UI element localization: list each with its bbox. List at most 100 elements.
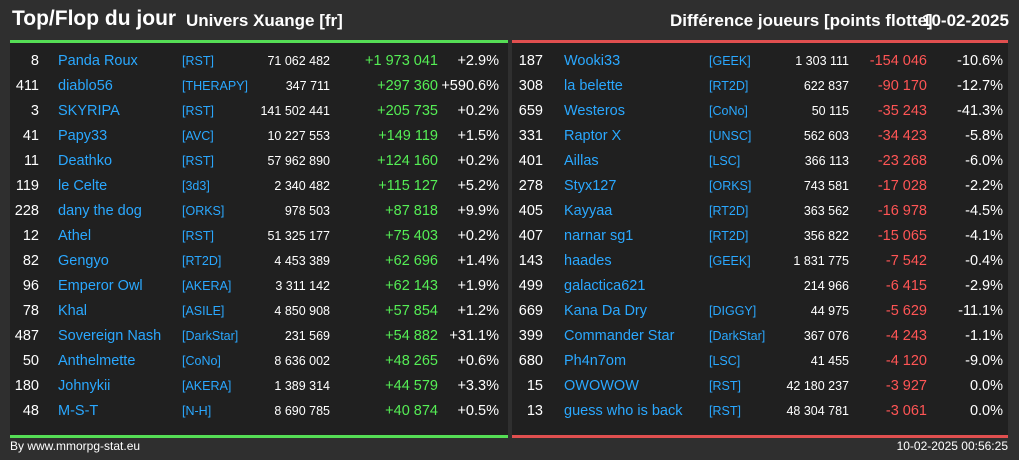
player-name-link[interactable]: Emperor Owl [58,278,143,294]
player-name-link[interactable]: Styx127 [564,178,617,194]
guild-tag-link[interactable]: [ORKS] [709,179,752,193]
percent-cell: -11.1% [958,303,1003,319]
guild-tag-link[interactable]: [CoNo] [182,354,221,368]
player-name-link[interactable]: M-S-T [58,403,99,419]
rank-cell: 487 [14,328,39,344]
rank-cell: 8 [30,53,39,69]
percent-cell: -2.9% [965,278,1003,294]
guild-tag-link[interactable]: [ORKS] [182,204,225,218]
table-row: 487 Sovereign Nash [DarkStar] 231 569 +54 88… [10,324,508,349]
player-name-link[interactable]: Khal [58,303,88,319]
player-name-link[interactable]: Johnykii [58,378,111,394]
player-name-link[interactable]: Commander Star [564,328,675,344]
player-name-link[interactable]: Anthelmette [58,353,136,369]
percent-cell: +9.9% [457,203,499,219]
table-row: 78 Khal [ASILE] 4 850 908 +57 854 +1.2% [10,299,508,324]
player-name-link[interactable]: Kayyaa [564,203,613,219]
percent-cell: -12.7% [957,78,1003,94]
guild-tag-link[interactable]: [LSC] [709,354,741,368]
guild-tag-link[interactable]: [RST] [182,229,214,243]
table-row: 405 Kayyaa [RT2D] 363 562 -16 978 -4.5% [512,199,1008,224]
guild-tag-link[interactable]: [DarkStar] [709,329,766,343]
guild-tag-link[interactable]: [UNSC] [709,129,752,143]
player-name-link[interactable]: la belette [564,78,623,94]
guild-tag-link[interactable]: [GEEK] [709,254,751,268]
guild-tag-link[interactable]: [RST] [182,104,214,118]
guild-tag-link[interactable]: [N-H] [182,404,212,418]
table-row: 82 Gengyo [RT2D] 4 453 389 +62 696 +1.4% [10,249,508,274]
guild-tag-link[interactable]: [RST] [709,404,741,418]
table-row: 331 Raptor X [UNSC] 562 603 -34 423 -5.8% [512,124,1008,149]
guild-tag-link[interactable]: [RT2D] [709,79,749,93]
player-name-link[interactable]: Kana Da Dry [564,303,648,319]
guild-tag-link[interactable]: [RST] [182,54,214,68]
flop-panel: 187 Wooki33 [GEEK] 1 303 111 -154 046 -10.6% 3… [512,40,1008,438]
guild-tag-link[interactable]: [RST] [709,379,741,393]
player-name-link[interactable]: le Celte [58,178,108,194]
points-cell: 347 711 [285,79,330,93]
diff-cell: +44 579 [385,378,438,394]
diff-cell: +149 119 [378,128,438,144]
player-name-link[interactable]: SKYRIPA [58,103,120,119]
player-name-link[interactable]: Westeros [564,103,625,119]
player-name-link[interactable]: diablo56 [58,78,113,94]
player-name-link[interactable]: haades [564,253,612,269]
guild-tag-link[interactable]: [RST] [182,154,214,168]
points-cell: 4 850 908 [274,304,330,318]
rank-cell: 50 [22,353,39,369]
points-cell: 2 340 482 [274,179,330,193]
guild-tag-link[interactable]: [CoNo] [709,104,748,118]
player-name-link[interactable]: Gengyo [58,253,109,269]
top-list: 8 Panda Roux [RST] 71 062 482 +1 973 041 +2.9… [10,49,508,424]
guild-tag-link[interactable]: [AKERA] [182,279,232,293]
player-name-link[interactable]: Aillas [564,153,599,169]
percent-cell: -5.8% [965,128,1003,144]
player-name-link[interactable]: OWOWOW [564,378,639,394]
points-cell: 44 975 [810,304,849,318]
rank-cell: 180 [14,378,39,394]
player-name-link[interactable]: guess who is back [564,403,683,419]
table-row: 401 Aillas [LSC] 366 113 -23 268 -6.0% [512,149,1008,174]
player-name-link[interactable]: dany the dog [58,203,142,219]
guild-tag-link[interactable]: [ASILE] [182,304,225,318]
guild-tag-link[interactable]: [3d3] [182,179,210,193]
player-name-link[interactable]: Sovereign Nash [58,328,162,344]
player-name-link[interactable]: galactica621 [564,278,646,294]
player-name-link[interactable]: Athel [58,228,92,244]
player-name-link[interactable]: Ph4n7om [564,353,627,369]
rank-cell: 96 [22,278,39,294]
diff-cell: +124 160 [377,153,438,169]
table-row: 15 OWOWOW [RST] 42 180 237 -3 927 0.0% [512,374,1008,399]
percent-cell: +1.5% [457,128,499,144]
rank-cell: 405 [518,203,543,219]
table-row: 11 Deathko [RST] 57 962 890 +124 160 +0.2% [10,149,508,174]
guild-tag-link[interactable]: [AVC] [182,129,214,143]
guild-tag-link[interactable]: [DIGGY] [709,304,757,318]
guild-tag-link[interactable]: [DarkStar] [182,329,239,343]
table-row: 411 diablo56 [THERAPY] 347 711 +297 360 +590.… [10,74,508,99]
percent-cell: 0.0% [969,403,1003,419]
guild-tag-link[interactable]: [LSC] [709,154,741,168]
guild-tag-link[interactable]: [RT2D] [182,254,222,268]
player-name-link[interactable]: Panda Roux [58,53,138,69]
rank-cell: 82 [22,253,39,269]
rank-cell: 15 [526,378,543,394]
guild-tag-link[interactable]: [THERAPY] [182,79,248,93]
guild-tag-link[interactable]: [AKERA] [182,379,232,393]
player-name-link[interactable]: Deathko [58,153,113,169]
percent-cell: +3.3% [457,378,499,394]
diff-cell: +40 874 [385,403,438,419]
diff-cell: +87 818 [385,203,438,219]
diff-cell: -4 120 [885,353,927,369]
percent-cell: -41.3% [957,103,1003,119]
guild-tag-link[interactable]: [GEEK] [709,54,751,68]
player-name-link[interactable]: narnar sg1 [564,228,634,244]
guild-tag-link[interactable]: [RT2D] [709,229,749,243]
player-name-link[interactable]: Papy33 [58,128,108,144]
points-cell: 41 455 [810,354,849,368]
player-name-link[interactable]: Raptor X [564,128,622,144]
percent-cell: -4.5% [965,203,1003,219]
player-name-link[interactable]: Wooki33 [564,53,621,69]
guild-tag-link[interactable]: [RT2D] [709,204,749,218]
rank-cell: 331 [518,128,543,144]
